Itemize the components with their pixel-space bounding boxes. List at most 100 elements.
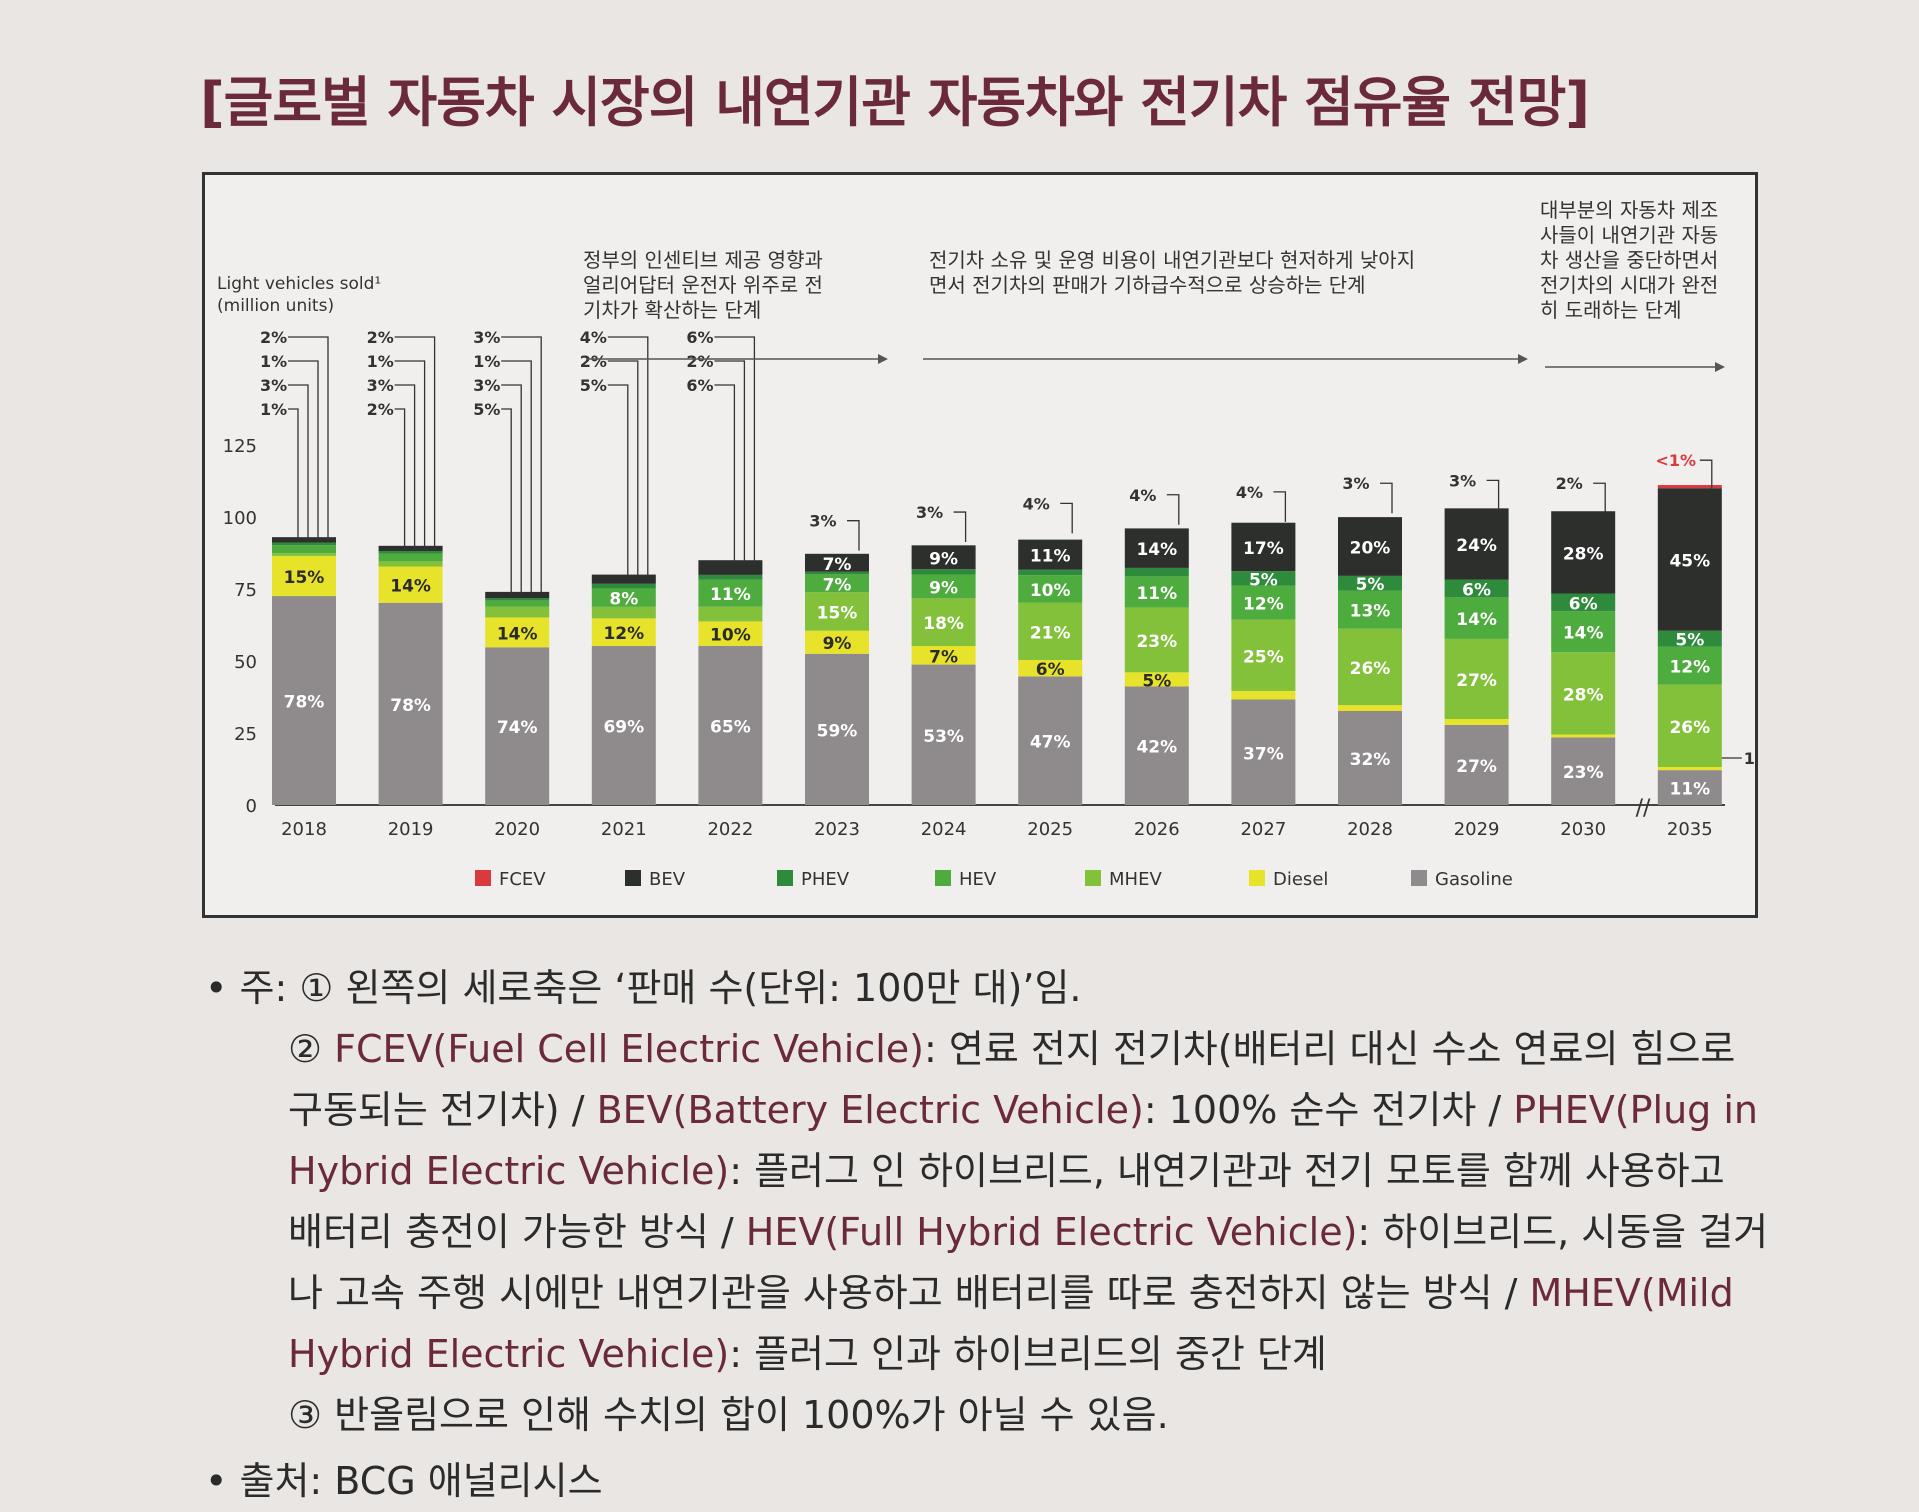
notes: • 주: ① 왼쪽의 세로축은 ‘판매 수(단위: 100만 대)’임. ② F…: [205, 958, 1769, 1446]
callout-leader: [501, 336, 542, 596]
bar-segment-label: 11%: [710, 585, 751, 605]
bar-segment: [591, 606, 656, 619]
bar-segment: [1124, 528, 1189, 568]
bar-segment: [698, 560, 763, 575]
term-bev: BEV(Battery Electric Vehicle): [596, 1088, 1144, 1132]
y-tick-label: 50: [234, 652, 257, 673]
bar-segment-label: 8%: [609, 590, 638, 610]
legend-swatch: [935, 870, 951, 886]
chart-container: Light vehicles sold¹ (million units) 0 25 50…: [202, 172, 1758, 918]
bar-segment-label: 13%: [1350, 602, 1391, 622]
bar-segment-label: 14%: [1136, 540, 1177, 560]
bar-segment: [1551, 737, 1616, 805]
bar-segment-label: 11%: [1030, 547, 1071, 567]
bar-segment-label: 6%: [1569, 594, 1598, 614]
note-line-5: 배터리 충전이 가능한 방식 / HEV(Full Hybrid Electri…: [288, 1210, 1769, 1254]
legend-label: BEV: [649, 869, 686, 890]
bar-segment: [1444, 508, 1509, 580]
bar-segment: [1657, 485, 1722, 489]
callout-label: <1%: [1656, 451, 1697, 470]
callout-leader: [1273, 491, 1287, 522]
bar-segment: [272, 542, 336, 546]
bar-segment-label: 37%: [1243, 744, 1284, 764]
legend-swatch: [1411, 870, 1427, 886]
bar-segment-label: 53%: [923, 727, 964, 747]
callout-leader: [394, 384, 416, 550]
bar-segment: [1657, 770, 1722, 805]
callout-leader: [1593, 482, 1606, 514]
callout-leader: [288, 408, 299, 542]
bar-segment: [805, 653, 869, 805]
bar-segment-label: 18%: [923, 614, 964, 634]
bar-segment: [1444, 718, 1509, 725]
legend-swatch: [1085, 870, 1101, 886]
callout-label: 3%: [473, 328, 500, 347]
term-phev: PHEV(Plug in: [1513, 1088, 1758, 1132]
y-tick-label: 125: [223, 436, 257, 457]
bar-segment: [485, 600, 550, 607]
bar-segment: [1338, 705, 1402, 711]
callout-label: 3%: [367, 376, 394, 395]
callout-leader: [501, 384, 522, 596]
bar-segment-label: 27%: [1456, 671, 1497, 691]
legend-label: PHEV: [801, 869, 850, 890]
bar-segment: [1551, 611, 1616, 653]
bar-segment-label: 10%: [1030, 581, 1071, 601]
callout-leader: [501, 360, 532, 596]
phase-annotation: 전기차의 시대가 완전: [1540, 273, 1718, 297]
callout-label: 2%: [260, 328, 287, 347]
callout-leader: [607, 336, 649, 579]
y-tick-label: 25: [234, 724, 257, 745]
bar-segment: [911, 574, 976, 599]
bar-segment-label: 5%: [1249, 570, 1278, 590]
bar-segment-label: 5%: [1675, 631, 1704, 651]
callout-label: 1%: [1744, 749, 1755, 768]
callout-leader: [394, 360, 426, 550]
callout-label: 2%: [580, 352, 607, 371]
bar-segment-label: 59%: [817, 721, 858, 741]
bar-segment: [1657, 766, 1722, 771]
x-tick-label: 2024: [921, 819, 967, 840]
bar-segment: [1657, 684, 1722, 767]
legend-label: Gasoline: [1435, 869, 1513, 890]
callout-label: 4%: [580, 328, 607, 347]
legend-swatch: [625, 870, 641, 886]
bar-segment: [698, 645, 763, 805]
bar-segment-label: 9%: [929, 549, 958, 569]
bar-segment: [1338, 628, 1402, 706]
bar-segment-label: 14%: [497, 624, 538, 644]
bar-segment: [1338, 575, 1402, 591]
callout-label: 2%: [1556, 474, 1583, 493]
callout-label: 3%: [809, 512, 836, 531]
bar-segment: [1551, 593, 1616, 612]
bar-segment: [591, 583, 656, 589]
bar-segment: [378, 550, 443, 554]
bar-segment-label: 27%: [1456, 757, 1497, 777]
bar-segment-label: 9%: [929, 578, 958, 598]
phase-annotation: 얼리어답터 운전자 위주로 전: [583, 273, 823, 297]
bar-segment: [272, 555, 336, 597]
bar-segment-label: 74%: [497, 718, 538, 738]
bar-segment: [485, 606, 550, 618]
bar-segment-label: 17%: [1243, 539, 1284, 559]
bar-segment: [378, 553, 443, 562]
bar-segment-label: 78%: [390, 696, 431, 716]
x-tick-label: 2029: [1454, 819, 1500, 840]
bar-segment: [911, 545, 976, 570]
bar-segment-label: 47%: [1030, 733, 1071, 753]
x-tick-label: 2035: [1667, 819, 1713, 840]
bar-segment: [1231, 571, 1296, 586]
callout-leader: [288, 336, 329, 542]
bar-segment: [698, 574, 763, 580]
bar-segment: [272, 596, 336, 805]
bar-segment: [272, 545, 336, 554]
bar-segment-label: 28%: [1563, 685, 1604, 705]
bar-segment: [805, 553, 869, 572]
note-line-3: 구동되는 전기차) / BEV(Battery Electric Vehicle…: [288, 1088, 1758, 1132]
callout-label: 1%: [260, 352, 287, 371]
note-line-8: ③ 반올림으로 인해 수치의 합이 100%가 아닐 수 있음.: [288, 1393, 1169, 1437]
bar-segment: [911, 569, 976, 575]
bar-segment: [1124, 576, 1189, 608]
bar-segment: [1124, 686, 1189, 805]
bar-segment-label: 28%: [1563, 544, 1604, 564]
